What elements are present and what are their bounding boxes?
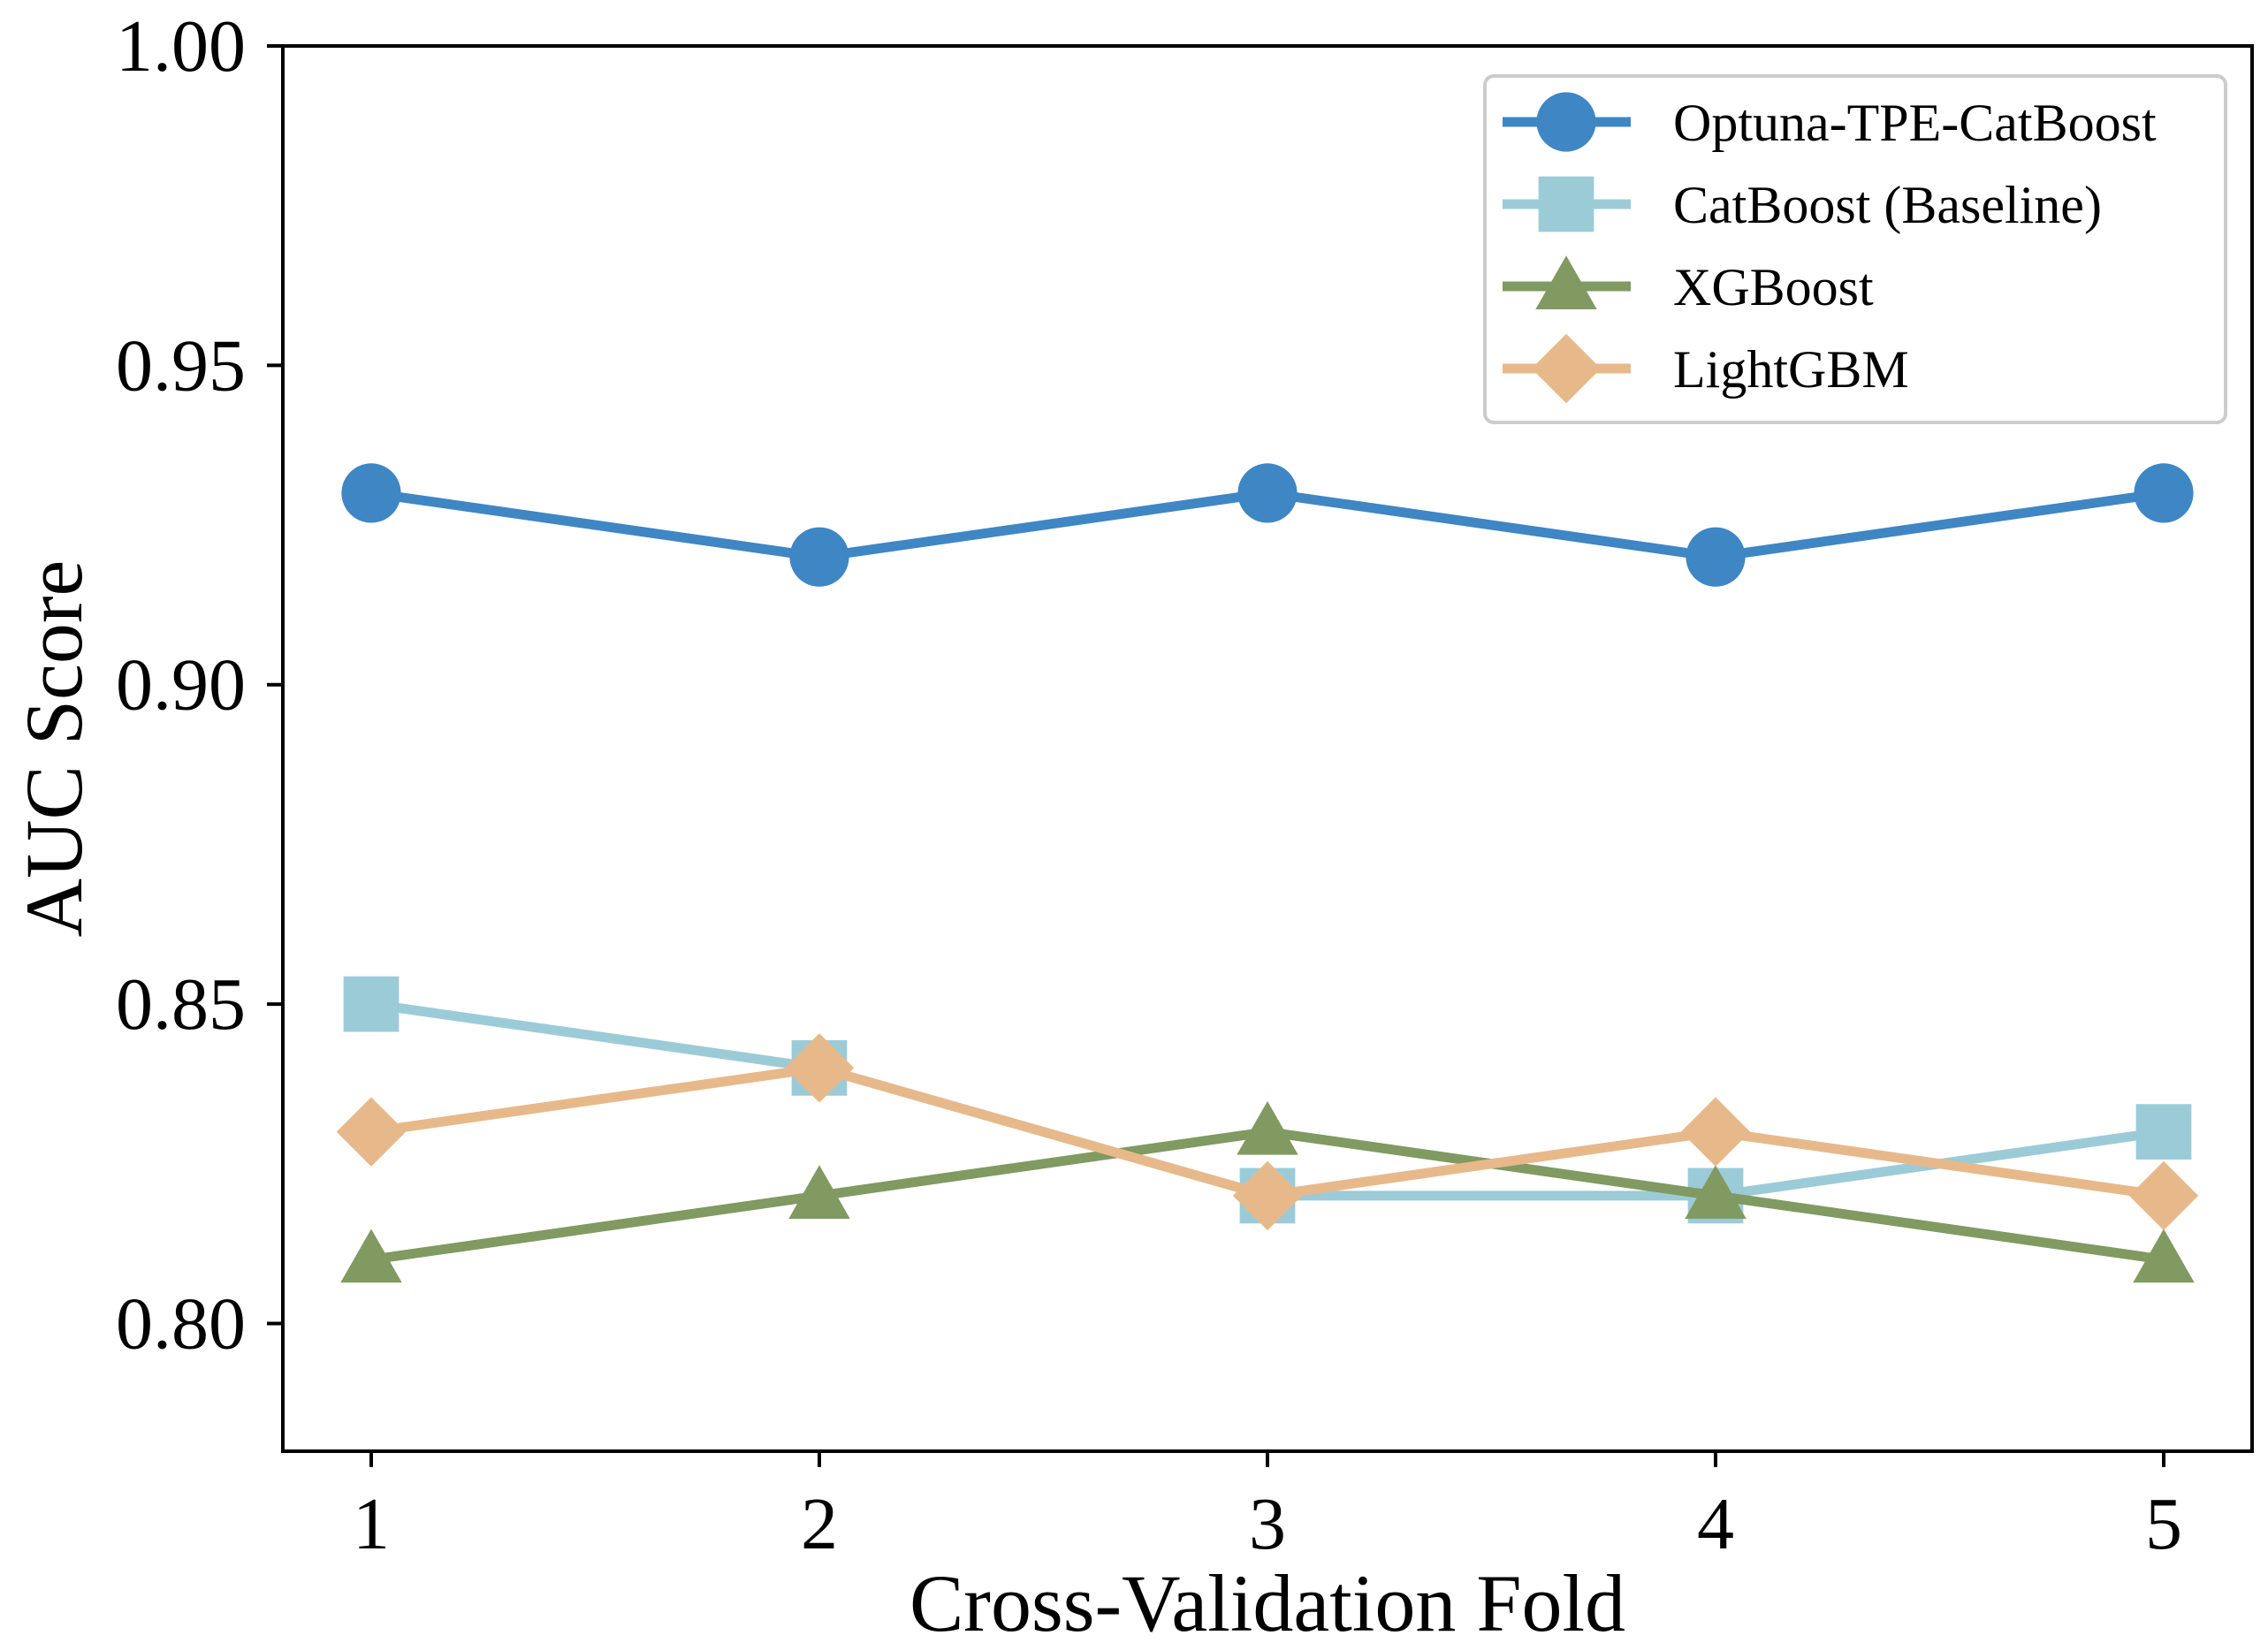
data-point-diamond (1232, 1160, 1303, 1231)
y-tick-label: 0.90 (116, 644, 246, 726)
x-axis-title: Cross-Validation Fold (909, 1558, 1625, 1643)
data-point-circle (1237, 463, 1298, 523)
data-point-triangle (1237, 1100, 1298, 1155)
data-point-circle (789, 527, 849, 587)
y-tick-label: 0.95 (116, 324, 246, 407)
data-point-circle (1686, 527, 1746, 587)
legend-entry: XGBoost (1503, 255, 1874, 316)
legend: Optuna-TPE-CatBoost CatBoost (Baseline) XG… (1483, 74, 2227, 424)
legend-entry: Optuna-TPE-CatBoost (1503, 92, 2157, 152)
data-point-circle (1536, 92, 1596, 152)
y-tick-label: 0.85 (116, 963, 246, 1046)
data-point-triangle (340, 1228, 402, 1283)
series-circle (341, 463, 2194, 587)
legend-entry: LightGBM (1503, 333, 1909, 404)
data-point-square (1538, 176, 1594, 232)
legend-label: XGBoost (1673, 258, 1874, 316)
legend-entry: CatBoost (Baseline) (1503, 176, 2102, 234)
data-point-square (343, 976, 400, 1032)
series-diamond (336, 1033, 2199, 1231)
data-point-diamond (2128, 1160, 2199, 1231)
series-layer (336, 463, 2199, 1283)
plot-frame (281, 44, 2254, 1453)
legend-label: Optuna-TPE-CatBoost (1673, 94, 2157, 152)
data-point-square (2135, 1104, 2192, 1160)
data-point-diamond (1531, 333, 1602, 404)
legend-label: LightGBM (1673, 340, 1909, 399)
data-point-triangle (788, 1165, 850, 1219)
x-tick-label: 5 (2145, 1483, 2182, 1565)
data-point-diamond (1680, 1097, 1751, 1167)
y-axis-title: AUC Score (9, 560, 99, 938)
x-tick-label: 2 (801, 1483, 838, 1565)
x-tick-label: 1 (353, 1483, 390, 1565)
legend-label: CatBoost (Baseline) (1673, 176, 2102, 234)
data-point-diamond (336, 1097, 407, 1167)
data-point-circle (2134, 463, 2194, 523)
data-point-circle (341, 463, 401, 523)
data-point-diamond (784, 1033, 855, 1103)
x-tick-label: 4 (1697, 1483, 1734, 1565)
data-point-triangle (2133, 1228, 2195, 1283)
series-triangle (340, 1100, 2195, 1283)
data-point-triangle (1685, 1165, 1747, 1219)
y-tick-label: 1.00 (116, 5, 246, 87)
legend-frame (1483, 74, 2227, 424)
y-tick-label: 0.80 (116, 1282, 246, 1365)
x-tick-label: 3 (1249, 1483, 1286, 1565)
axis-ticks: 1 2 3 4 5 0.80 0.85 0.90 0.95 1.00 (116, 5, 2182, 1565)
data-point-triangle (1535, 255, 1597, 310)
